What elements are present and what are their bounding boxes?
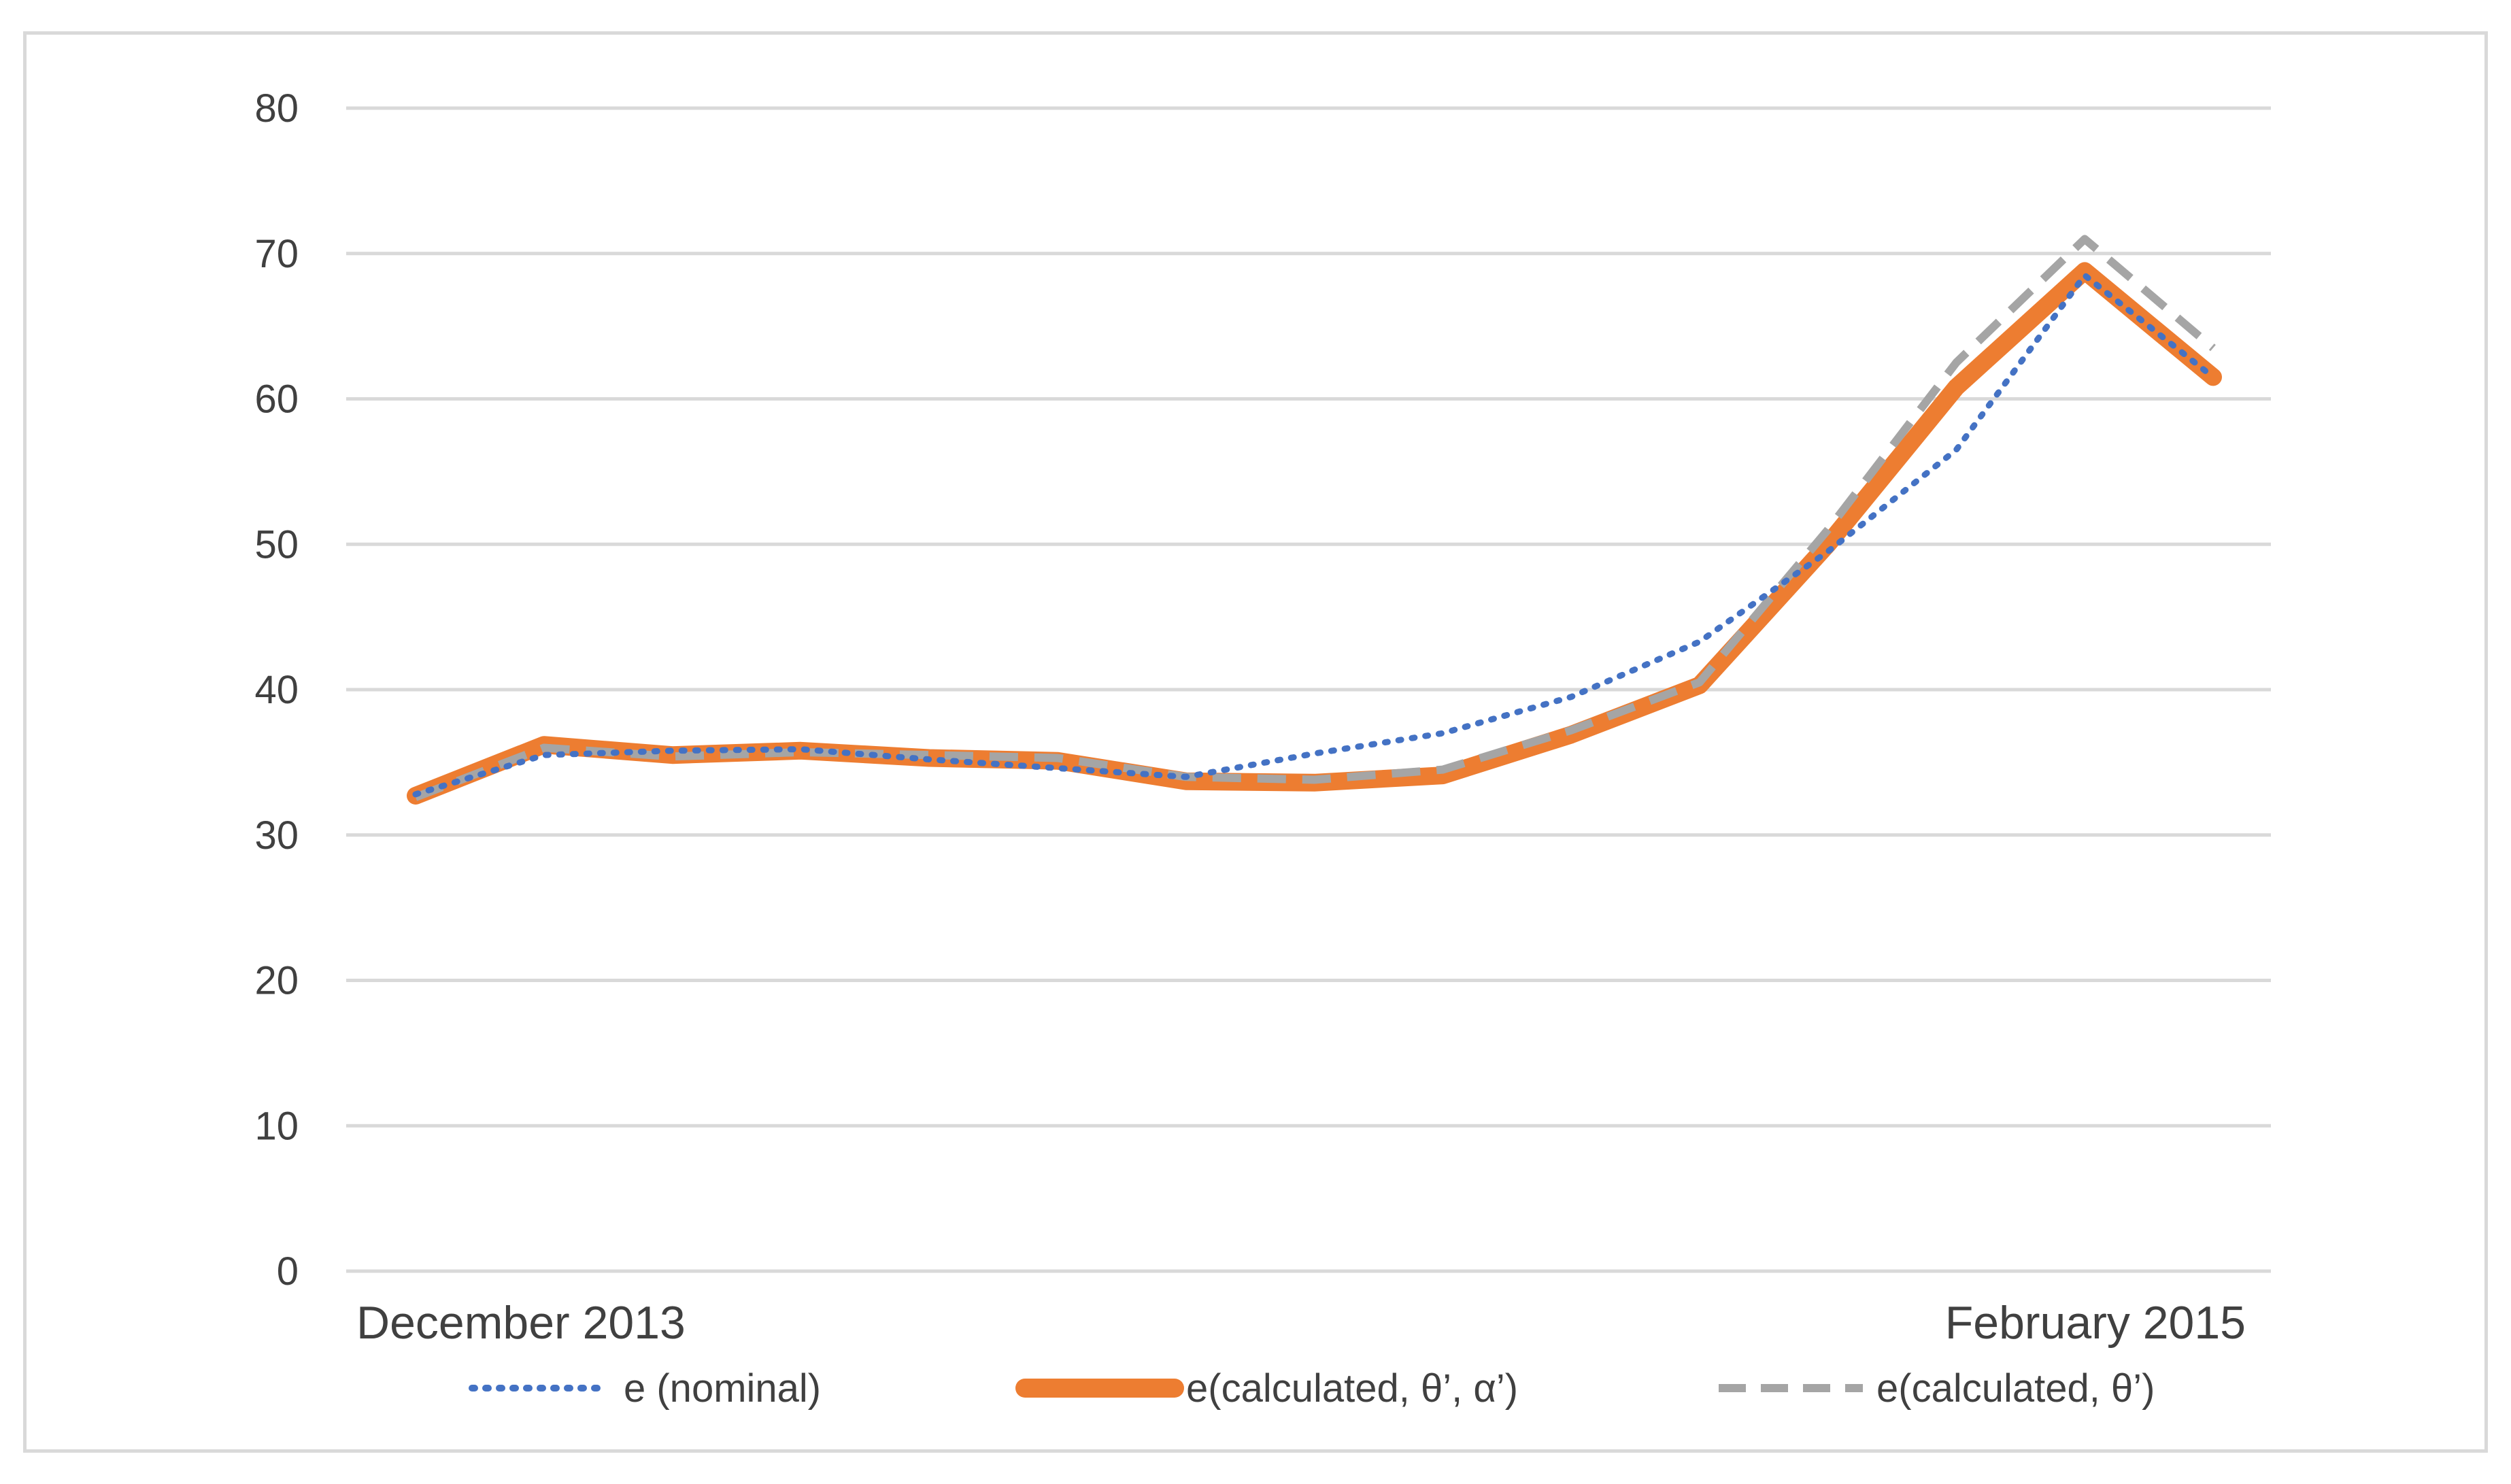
series-lines	[407, 235, 2222, 805]
y-tick-label-20: 20	[254, 959, 299, 1003]
y-tick-label-0: 0	[277, 1249, 299, 1294]
chart-frame: 0 10 20 30 40 50 60 70 80 December 2013 February…	[23, 31, 2488, 1453]
y-tick-label-40: 40	[254, 668, 299, 712]
y-axis-tick-labels: 0 10 20 30 40 50 60 70 80	[254, 86, 299, 1294]
series-line-calculated-theta-alpha	[407, 262, 2222, 805]
legend-label-calculated-theta: e(calculated, θ’)	[1876, 1366, 2155, 1411]
y-tick-label-60: 60	[254, 377, 299, 422]
legend-item-calculated-theta: e(calculated, θ’)	[1719, 1366, 2155, 1411]
line-chart: 0 10 20 30 40 50 60 70 80 December 2013 February…	[254, 86, 2271, 1411]
y-tick-label-10: 10	[254, 1104, 299, 1148]
y-tick-label-80: 80	[254, 86, 299, 131]
y-tick-label-30: 30	[254, 813, 299, 858]
legend-label-nominal: e (nominal)	[624, 1366, 821, 1411]
legend: e (nominal) e(calculated, θ’, α’) e(calc…	[469, 1366, 2155, 1411]
y-tick-label-50: 50	[254, 522, 299, 567]
x-axis-labels: December 2013 February 2015	[356, 1297, 2246, 1349]
legend-item-calculated-theta-alpha: e(calculated, θ’, α’)	[1015, 1366, 1518, 1411]
x-tick-label-end: February 2015	[1945, 1297, 2246, 1349]
legend-item-nominal: e (nominal)	[469, 1366, 821, 1411]
legend-label-calculated-theta-alpha: e(calculated, θ’, α’)	[1186, 1366, 1518, 1411]
gridlines	[346, 106, 2271, 1273]
series-line-calculated-theta	[414, 235, 2216, 801]
series-line-nominal	[412, 272, 2217, 798]
y-tick-label-70: 70	[254, 232, 299, 276]
x-tick-label-start: December 2013	[356, 1297, 686, 1349]
